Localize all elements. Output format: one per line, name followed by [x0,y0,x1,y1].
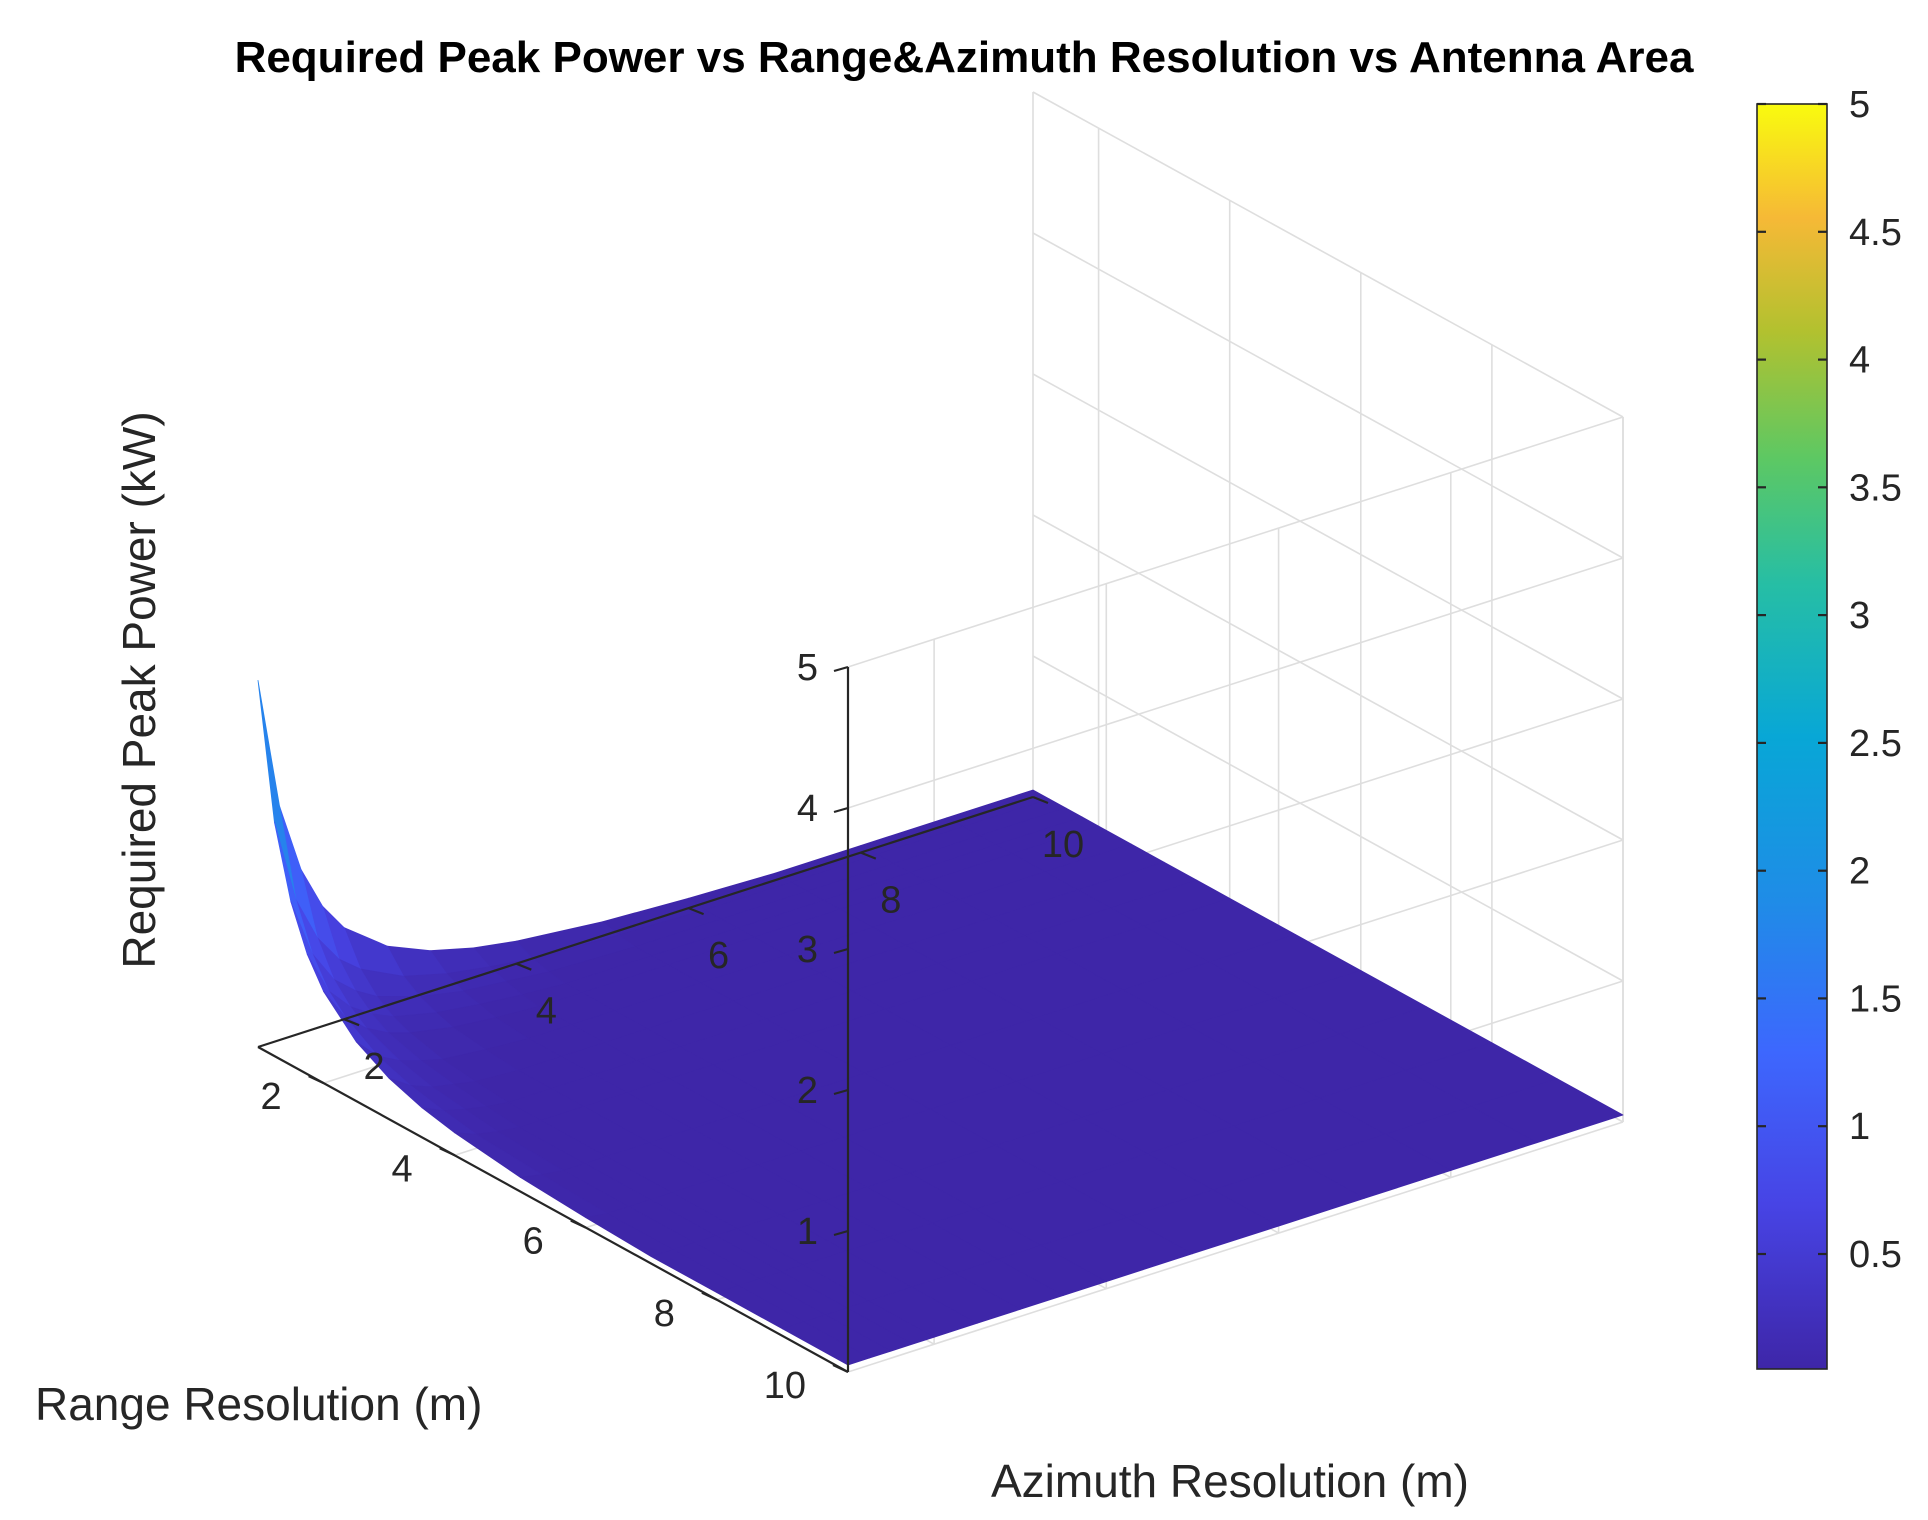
y-tick-label: 4 [392,1148,413,1190]
colorbar-tick-label: 2 [1849,851,1870,893]
axes [257,665,1049,1373]
z-axis-label: Required Peak Power (kW) [113,411,165,968]
y-tick-mark [570,1219,587,1229]
z-tick-label: 2 [797,1070,818,1112]
y-axis-line [257,1046,849,1373]
x-tick-label: 10 [1042,824,1084,866]
grid-line [1032,232,1624,559]
y-tick-label: 2 [260,1076,281,1118]
y-tick-label: 8 [654,1293,675,1335]
colorbar-tick-label: 1.5 [1849,978,1902,1020]
x-tick-mark [1032,795,1049,805]
surface-patch [257,680,297,900]
colorbar-tick-label: 0.5 [1849,1234,1902,1276]
x-tick-mark [515,962,532,971]
chart-title: Required Peak Power vs Range&Azimuth Res… [235,33,1694,82]
z-tick-mark [833,806,849,814]
colorbar-tick-label: 4.5 [1849,212,1902,254]
z-tick-label: 1 [797,1211,818,1253]
colorbar-tick-label: 1 [1849,1106,1870,1148]
y-tick-mark [439,1147,456,1157]
colorbar-tick-label: 5 [1849,84,1870,126]
colorbar-tick-label: 2.5 [1849,723,1902,765]
x-tick-mark [688,907,705,916]
z-tick-mark [833,947,849,955]
colorbar [1756,103,1828,1370]
x-axis-line [257,795,1034,1049]
grid-line [1032,373,1624,700]
y-tick-mark [701,1291,718,1301]
grid-line [1032,655,1624,982]
colorbar-ticks: 0.5 1 1.5 2 2.5 3 3.5 4 4.5 5 [1757,84,1902,1276]
y-tick-label: 10 [764,1365,806,1407]
x-tick-mark [860,851,877,860]
z-tick-mark [833,1229,849,1237]
grid-line [847,1121,1624,1373]
z-tick-mark [833,665,849,673]
x-tick-mark [343,1018,360,1027]
colorbar-tick-label: 3.5 [1849,467,1902,509]
surface-mesh [257,680,1624,1366]
grid-line [1032,514,1624,841]
tick-labels: 1 2 3 4 5 2 4 6 8 10 2 4 6 8 10 [260,647,1084,1407]
y-axis-label: Range Resolution (m) [35,1378,482,1430]
x-tick-label: 6 [708,935,729,977]
y-tick-mark [308,1075,325,1085]
z-tick-label: 3 [797,929,818,971]
z-tick-label: 5 [797,647,818,689]
y-tick-mark [832,1364,849,1373]
x-axis-label: Azimuth Resolution (m) [991,1455,1469,1507]
grid-line [847,557,1624,809]
colorbar-tick-label: 4 [1849,340,1870,382]
x-tick-label: 4 [536,991,557,1033]
x-tick-label: 2 [364,1046,385,1088]
grid-line [847,416,1624,668]
z-tick-mark [833,1088,849,1096]
colorbar-tick-label: 3 [1849,595,1870,637]
grid-line [1032,91,1624,418]
x-tick-label: 8 [880,880,901,922]
z-tick-label: 4 [797,788,818,830]
y-tick-label: 6 [523,1221,544,1263]
